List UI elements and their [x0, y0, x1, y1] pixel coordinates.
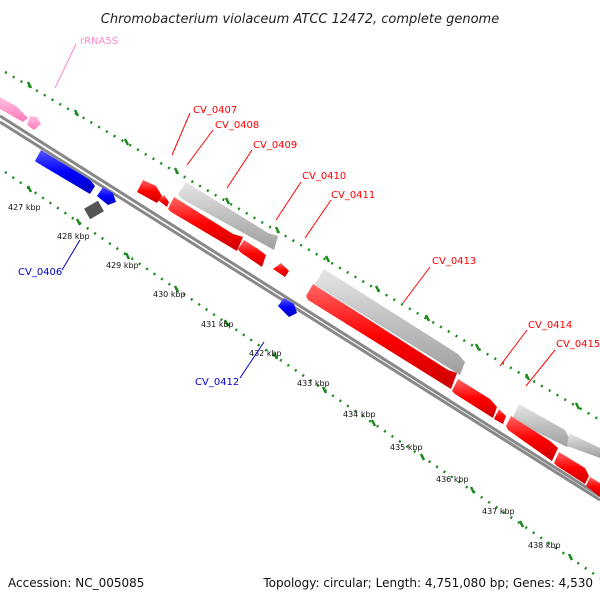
tick-label-427: 427 kbp: [8, 203, 41, 212]
label-cv0408[interactable]: CV_0408: [215, 120, 259, 131]
rrna-features: [0, 97, 41, 130]
accession-text: Accession: NC_005085: [8, 576, 144, 590]
grey-orf-1[interactable]: [178, 182, 278, 250]
tick-label-429: 429 kbp: [106, 261, 139, 270]
tick-label-430: 430 kbp: [153, 290, 186, 299]
tick-label-432: 432 kbp: [249, 349, 282, 358]
inner-tick-track: [4, 170, 600, 580]
tick-label-437: 437 kbp: [482, 507, 515, 516]
cds-cv0406[interactable]: [97, 187, 116, 205]
label-cv0413[interactable]: CV_0413: [432, 256, 476, 267]
tick-label-433: 433 kbp: [297, 379, 330, 388]
grey-orf-2[interactable]: [314, 269, 465, 375]
cds-cv0414a[interactable]: [452, 379, 497, 418]
label-cv0409[interactable]: CV_0409: [253, 140, 297, 151]
cds-cv0411[interactable]: [273, 263, 289, 277]
cds-cv0408[interactable]: [158, 195, 169, 207]
kbp-tick-labels: 427 kbp 428 kbp 429 kbp 430 kbp 431 kbp …: [8, 203, 561, 550]
inner-major-ticks: [26, 185, 574, 561]
cds-cv0405[interactable]: [35, 150, 95, 194]
label-cv0415[interactable]: CV_0415: [556, 339, 600, 350]
tick-label-428: 428 kbp: [57, 232, 90, 241]
grey-orf-4[interactable]: [567, 433, 600, 458]
tick-label-435: 435 kbp: [390, 443, 423, 452]
tick-label-434: 434 kbp: [343, 410, 376, 419]
cds-cv0409[interactable]: [168, 197, 243, 251]
outer-major-ticks: [26, 81, 581, 410]
label-cv0414[interactable]: CV_0414: [528, 320, 572, 331]
reverse-cds-features: [35, 150, 297, 317]
tick-label-431: 431 kbp: [201, 320, 234, 329]
cds-cv0415[interactable]: [506, 416, 558, 461]
genome-backbone: [0, 114, 600, 502]
label-cv0410[interactable]: CV_0410: [302, 171, 346, 182]
cds-cv0410[interactable]: [238, 240, 266, 267]
forward-cds-features: [137, 180, 600, 497]
label-cv0412[interactable]: CV_0412: [195, 377, 239, 388]
topology-text: Topology: circular; Length: 4,751,080 bp…: [262, 576, 593, 590]
cds-cv0417[interactable]: [586, 477, 600, 497]
grey-orf-3[interactable]: [510, 404, 571, 447]
cds-cv0407[interactable]: [137, 180, 162, 203]
gene-labels: rRNA5S CV_0407 CV_0408 CV_0409 CV_0410 C…: [18, 36, 600, 388]
label-rrna5s[interactable]: rRNA5S: [80, 36, 118, 47]
cds-cv0416[interactable]: [554, 452, 589, 484]
grey-orf-features: [178, 182, 600, 458]
label-cv0407[interactable]: CV_0407: [193, 105, 237, 116]
label-cv0411[interactable]: CV_0411: [331, 190, 375, 201]
tick-label-436: 436 kbp: [436, 475, 469, 484]
pseudogene-feature[interactable]: [84, 200, 104, 220]
label-cv0406[interactable]: CV_0406: [18, 267, 62, 278]
cds-cv0414b[interactable]: [494, 409, 506, 424]
cds-cv0413[interactable]: [306, 284, 457, 389]
outer-tick-track: [4, 70, 600, 422]
cds-cv0412[interactable]: [278, 298, 297, 317]
rrna-feature-1[interactable]: [0, 97, 28, 122]
rrna-feature-2[interactable]: [27, 116, 41, 130]
label-leaders: [54, 43, 556, 387]
map-title: Chromobacterium violaceum ATCC 12472, co…: [101, 12, 499, 27]
tick-label-438: 438 kbp: [528, 541, 561, 550]
